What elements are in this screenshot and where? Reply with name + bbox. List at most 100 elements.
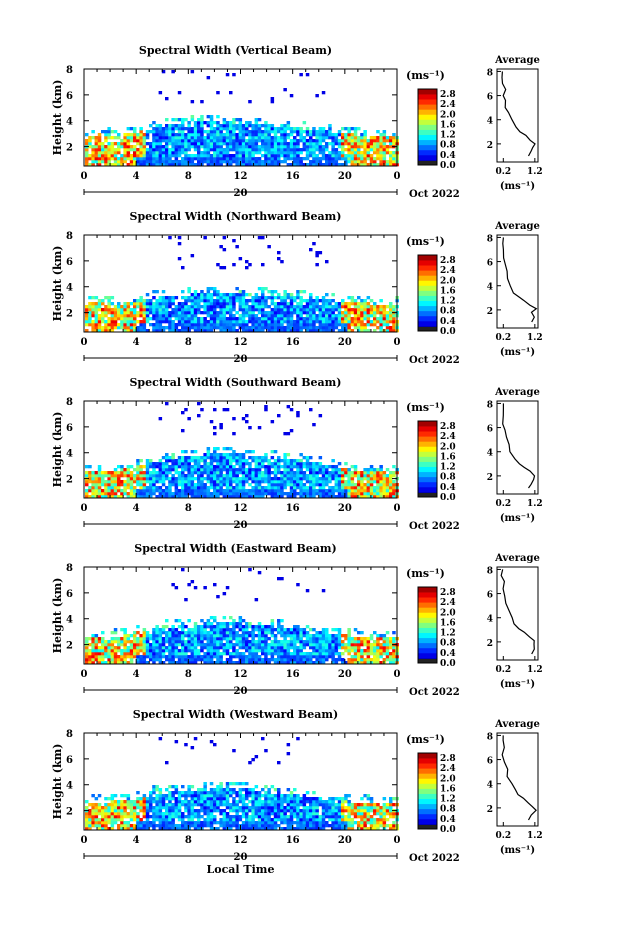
- heatmap-cell: [389, 329, 393, 333]
- heatmap-cell: [139, 465, 143, 469]
- heatmap-cell: [139, 320, 143, 324]
- heatmap-cell: [126, 148, 131, 152]
- heatmap-cell: [177, 142, 182, 146]
- heatmap-cell: [376, 489, 380, 493]
- heatmap-cell: [376, 477, 380, 481]
- heatmap-cell: [174, 486, 179, 490]
- heatmap-cell: [267, 133, 271, 137]
- heatmap-cell: [216, 91, 220, 95]
- heatmap-cell: [110, 154, 115, 158]
- heatmap-cell: [206, 480, 211, 484]
- heatmap-cell: [347, 151, 351, 155]
- heatmap-cell: [360, 326, 364, 330]
- heatmap-cell: [104, 133, 108, 137]
- heatmap-cell: [197, 495, 201, 499]
- heatmap-cell: [286, 628, 291, 632]
- heatmap-cell: [293, 130, 297, 134]
- heatmap-cell: [385, 139, 390, 143]
- heatmap-cell: [113, 637, 118, 641]
- heatmap-cell: [261, 293, 265, 297]
- heatmap-cell: [241, 323, 246, 327]
- heatmap-cell: [379, 151, 383, 155]
- heatmap-cell: [254, 160, 259, 164]
- heatmap-cell: [241, 486, 246, 490]
- heatmap-cell: [379, 311, 383, 315]
- heatmap-cell: [245, 622, 249, 626]
- heatmap-cell: [360, 640, 364, 644]
- heatmap-cell: [136, 625, 140, 629]
- heatmap-cell: [101, 489, 105, 493]
- heatmap-cell: [357, 151, 361, 155]
- heatmap-cell: [289, 130, 294, 134]
- heatmap-cell: [136, 492, 140, 496]
- heatmap-cell: [171, 130, 175, 134]
- heatmap-cell: [280, 492, 284, 496]
- heatmap-cell: [302, 655, 307, 659]
- heatmap-cell: [213, 465, 217, 469]
- heatmap-cell: [152, 462, 156, 466]
- heatmap-cell: [296, 468, 300, 472]
- heatmap-cell: [91, 136, 95, 140]
- heatmap-cell: [209, 308, 214, 312]
- heatmap-cell: [283, 314, 287, 318]
- heatmap-cell: [190, 580, 195, 584]
- heatmap-cell: [177, 634, 182, 638]
- heatmap-cell: [177, 154, 182, 158]
- heatmap-cell: [126, 646, 131, 650]
- heatmap-cell: [289, 661, 294, 665]
- heatmap-cell: [187, 474, 191, 478]
- heatmap-cell: [91, 323, 95, 327]
- heatmap-cell: [360, 320, 364, 324]
- heatmap-cell: [149, 658, 153, 662]
- heatmap-cell: [155, 640, 159, 644]
- heatmap-cell: [382, 634, 387, 638]
- heatmap-cell: [136, 462, 140, 466]
- heatmap-cell: [312, 151, 316, 155]
- heatmap-cell: [139, 643, 143, 647]
- heatmap-cell: [385, 483, 390, 487]
- heatmap-cell: [232, 142, 236, 146]
- heatmap-cell: [107, 329, 111, 333]
- heatmap-cell: [177, 456, 182, 460]
- heatmap-cell: [392, 136, 396, 140]
- heatmap-cell: [251, 145, 255, 149]
- heatmap-cell: [350, 151, 355, 155]
- heatmap-cell: [85, 317, 89, 321]
- heatmap-cell: [88, 136, 92, 140]
- heatmap-cell: [341, 326, 345, 330]
- heatmap-cell: [331, 661, 335, 665]
- heatmap-cell: [145, 157, 150, 161]
- heatmap-cell: [129, 139, 134, 143]
- heatmap-cell: [241, 474, 246, 478]
- heatmap-cell: [139, 157, 143, 161]
- colorbar-tick-label: 0.4: [440, 483, 456, 493]
- colorbar-segment: [418, 647, 437, 654]
- heatmap-cell: [229, 628, 233, 632]
- heatmap-cell: [123, 471, 127, 475]
- heatmap-cell: [123, 652, 127, 656]
- heatmap-cell: [107, 658, 111, 662]
- heatmap-cell: [261, 628, 265, 632]
- heatmap-cell: [299, 127, 303, 131]
- heatmap-cell: [97, 489, 102, 493]
- heatmap-cell: [152, 492, 156, 496]
- heatmap-cell: [302, 139, 307, 143]
- heatmap-cell: [174, 468, 179, 472]
- heatmap-cell: [267, 471, 271, 475]
- heatmap-cell: [184, 305, 188, 309]
- heatmap-cell: [280, 649, 284, 653]
- heatmap-cell: [168, 296, 172, 300]
- heatmap-cell: [357, 646, 361, 650]
- heatmap-cell: [360, 308, 364, 312]
- heatmap-cell: [235, 245, 239, 249]
- heatmap-cell: [245, 649, 249, 653]
- heatmap-cell: [225, 640, 230, 644]
- heatmap-cell: [145, 477, 150, 481]
- colorbar-segment: [418, 632, 437, 639]
- heatmap-cell: [350, 492, 355, 496]
- heatmap-cell: [174, 649, 179, 653]
- heatmap-cell: [174, 139, 179, 143]
- heatmap-cell: [312, 242, 316, 246]
- heatmap-cell: [270, 486, 275, 490]
- heatmap-cell: [235, 118, 239, 122]
